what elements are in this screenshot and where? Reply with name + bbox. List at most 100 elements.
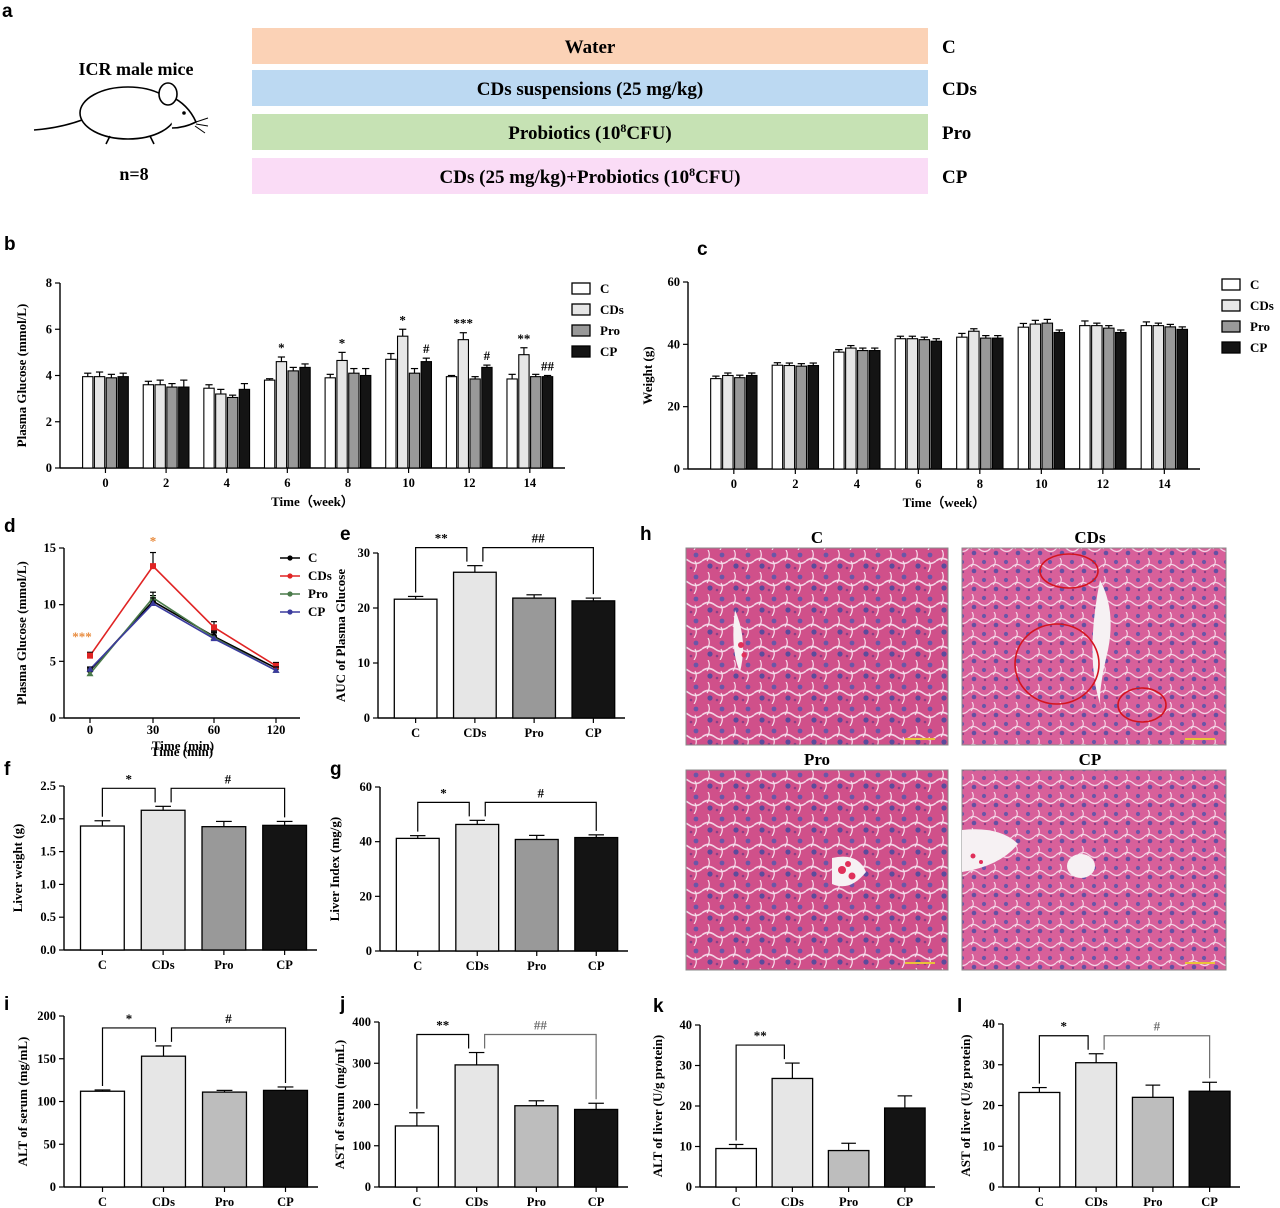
- bar-cds: [783, 364, 796, 470]
- x-tick-label: 8: [345, 476, 351, 490]
- y-tick-label: 100: [37, 1095, 56, 1109]
- significance-mark: **: [517, 331, 530, 346]
- bar-c: [1018, 1091, 1061, 1188]
- bar-pro: [166, 386, 178, 469]
- y-axis-label: ALT of liver (U/g protein): [650, 1035, 665, 1178]
- significance-bracket: [1103, 1035, 1211, 1079]
- bar-cds: [452, 571, 497, 719]
- y-tick-label: 10: [44, 598, 57, 612]
- y-tick-label: 1.0: [40, 877, 56, 891]
- significance-bracket: [101, 1027, 157, 1086]
- y-tick-label: 5: [50, 654, 56, 668]
- panel-letter-g: g: [330, 759, 342, 780]
- x-tick-label: 0: [731, 477, 737, 491]
- bar-cp: [262, 1089, 309, 1188]
- bar-pro: [1131, 1096, 1174, 1188]
- bar-cp: [359, 374, 372, 469]
- bar-c: [263, 379, 276, 469]
- y-tick-label: 0: [366, 944, 372, 958]
- bar-cds: [845, 347, 857, 470]
- legend-label-cp: CP: [1250, 340, 1267, 355]
- significance-mark: *: [1061, 1019, 1068, 1034]
- legend-label-cp: CP: [308, 604, 325, 619]
- bar-pro: [201, 826, 247, 951]
- x-axis-label: Time (min): [151, 744, 213, 759]
- x-tick-label: 14: [1158, 477, 1171, 491]
- x-tick-label: 6: [284, 476, 290, 490]
- bar-c: [771, 364, 784, 470]
- bar-c: [506, 378, 518, 469]
- bar-pro: [1041, 322, 1054, 470]
- bar-pro: [1164, 326, 1177, 470]
- significance-bracket: [416, 1033, 470, 1109]
- bar-cp: [299, 366, 311, 469]
- bar-cds: [93, 376, 106, 469]
- bar-cp: [420, 361, 432, 469]
- y-tick-label: 30: [983, 1058, 996, 1072]
- x-tick-label: 0: [102, 476, 108, 490]
- bar-c: [833, 351, 845, 470]
- bar-cds: [336, 359, 348, 469]
- y-tick-label: 0: [989, 1180, 995, 1194]
- histology-image-pro: [685, 769, 949, 971]
- x-tick-label: CP: [588, 1195, 605, 1208]
- bar-pro: [226, 396, 239, 469]
- significance-mark: #: [225, 771, 232, 786]
- x-tick-label: CP: [276, 958, 293, 972]
- bar-c: [956, 336, 968, 470]
- histology-title-pro: Pro: [804, 750, 830, 769]
- y-tick-label: 10: [983, 1139, 996, 1153]
- bar-pro: [795, 365, 808, 470]
- x-tick-label: CDs: [463, 726, 486, 740]
- panel-letter-h: h: [640, 524, 652, 545]
- significance-mark: #: [1154, 1019, 1161, 1034]
- significance-bracket: [484, 1033, 597, 1100]
- y-tick-label: 6: [46, 322, 52, 336]
- subject-label: ICR male mice: [79, 59, 194, 79]
- legend-swatch-cp: [1221, 341, 1241, 354]
- y-axis-label: AST of liver (U/g protein): [958, 1034, 973, 1176]
- histology-title-cds: CDs: [1074, 528, 1106, 547]
- legend-marker-pro: [287, 591, 293, 597]
- bar-cds: [1029, 323, 1042, 470]
- x-tick-label: CDs: [465, 1195, 488, 1208]
- y-tick-label: 40: [668, 337, 681, 351]
- bar-cds: [154, 384, 166, 469]
- y-tick-label: 2: [46, 415, 52, 429]
- x-tick-label: 6: [915, 477, 921, 491]
- design-group-code-cp: CP: [942, 167, 968, 188]
- significance-mark: **: [436, 1018, 449, 1033]
- legend-label-c: C: [308, 550, 317, 565]
- legend-label-cds: CDs: [1250, 298, 1274, 313]
- bar-c: [82, 376, 94, 469]
- x-axis-label: Time (min): [152, 738, 214, 753]
- bar-cds: [140, 809, 186, 951]
- design-band-c: [252, 28, 928, 64]
- bar-c: [395, 837, 440, 952]
- histology-image-c: [685, 547, 949, 746]
- x-tick-label: 10: [1035, 477, 1048, 491]
- legend-label-c: C: [1250, 277, 1259, 292]
- y-tick-label: 60: [668, 275, 681, 289]
- x-tick-label: 0: [87, 723, 93, 737]
- significance-mark: *: [126, 1011, 133, 1026]
- significance-mark: *: [126, 771, 133, 786]
- bar-cp: [1176, 328, 1189, 470]
- panel-letter-l: l: [957, 996, 962, 1017]
- significance-mark: #: [538, 785, 545, 800]
- design-band-cds: [252, 70, 928, 106]
- bar-c: [142, 384, 155, 469]
- significance-mark: *: [440, 785, 447, 800]
- significance-mark: *: [278, 340, 285, 355]
- significance-mark: *: [339, 335, 346, 350]
- y-axis-label: Plasma Glucose (mmol/L): [14, 304, 29, 448]
- bar-c: [715, 1147, 758, 1188]
- significance-bracket: [415, 547, 468, 593]
- bar-pro: [980, 337, 992, 470]
- y-tick-label: 60: [360, 780, 373, 794]
- y-tick-label: 0: [46, 461, 52, 475]
- bar-cds: [906, 338, 919, 470]
- x-tick-label: C: [98, 1195, 107, 1208]
- bar-cp: [573, 1108, 619, 1188]
